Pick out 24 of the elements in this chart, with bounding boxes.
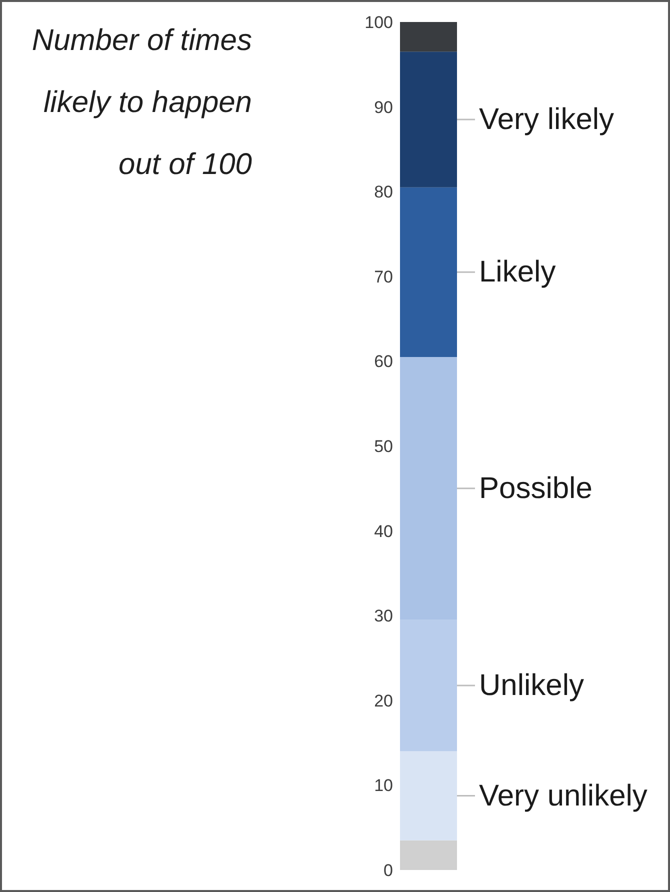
- y-tick-label: 40: [374, 522, 393, 541]
- y-tick-label: 100: [364, 13, 393, 32]
- y-tick-label: 90: [374, 98, 393, 117]
- series-label: Unlikely: [479, 669, 584, 702]
- y-tick-label: 60: [374, 352, 393, 372]
- bar: [400, 751, 457, 840]
- series-label: Very likely: [479, 103, 614, 136]
- series-label: Possible: [479, 472, 592, 505]
- y-tick-label: 20: [374, 691, 393, 710]
- series-label: Very unlikely: [479, 779, 648, 812]
- y-tick-label: 80: [374, 182, 393, 202]
- bar: [400, 187, 457, 357]
- text: Number of times likely to happen out of 100: [30, 23, 252, 183]
- bar: [400, 22, 457, 52]
- y-tick-label: 30: [374, 606, 393, 626]
- y-tick-label: 50: [374, 437, 393, 456]
- y-tick-label: 0: [384, 861, 393, 880]
- bar: [400, 840, 457, 870]
- bar: [400, 620, 457, 752]
- y-tick-label: 10: [374, 776, 393, 796]
- series-label: Likely: [479, 256, 556, 289]
- y-tick-label: 70: [374, 267, 393, 286]
- bar: [400, 52, 457, 188]
- bar: [400, 356, 457, 620]
